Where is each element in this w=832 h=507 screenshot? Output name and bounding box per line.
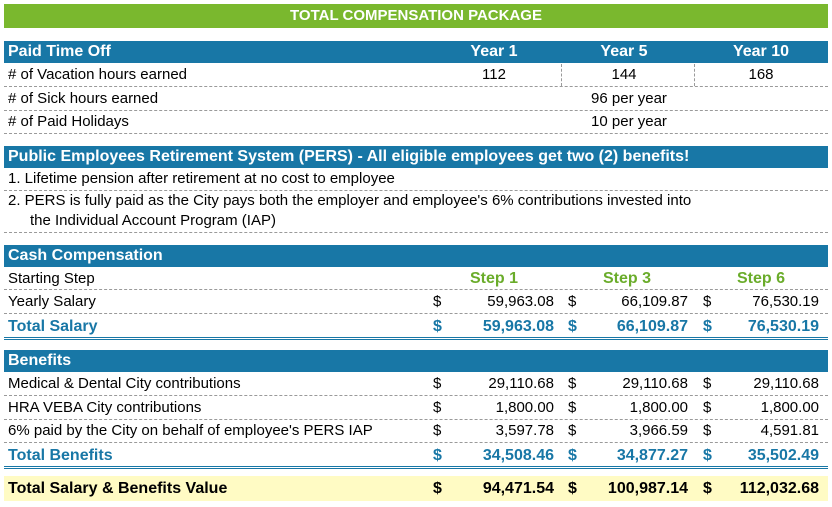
currency-symbol: $ — [568, 399, 577, 416]
benefits-header-row: Benefits — [4, 350, 828, 372]
currency-symbol: $ — [568, 447, 577, 464]
benefit-label: 6% paid by the City on behalf of employe… — [8, 422, 373, 439]
total-salary-row: Total Salary $ 59,963.08 $ 66,109.87 $ 7… — [4, 315, 828, 340]
benefit-value: 29,110.68 — [488, 375, 554, 392]
pto-header-row: Paid Time Off Year 1 Year 5 Year 10 — [4, 41, 828, 63]
pers-header-row: Public Employees Retirement System (PERS… — [4, 146, 828, 168]
holidays-row: # of Paid Holidays 10 per year — [4, 111, 828, 134]
sick-value: 96 per year — [591, 90, 667, 107]
total-salary-label: Total Salary — [8, 318, 98, 335]
benefit-label: HRA VEBA City contributions — [8, 399, 202, 416]
currency-symbol: $ — [433, 447, 442, 464]
benefit-value: 29,110.68 — [622, 375, 688, 392]
benefit-row-medical: Medical & Dental City contributions $ 29… — [4, 373, 828, 396]
currency-symbol: $ — [433, 293, 442, 310]
total-benefits-step-3: 34,877.27 — [616, 447, 688, 464]
benefit-value: 1,800.00 — [629, 399, 688, 416]
step-row: Starting Step Step 1 Step 3 Step 6 — [4, 268, 828, 290]
holidays-value: 10 per year — [591, 113, 667, 130]
currency-symbol: $ — [568, 375, 577, 392]
sick-label: # of Sick hours earned — [8, 90, 159, 107]
total-benefits-label: Total Benefits — [8, 447, 113, 464]
step-3: Step 3 — [602, 270, 651, 287]
vacation-year-10: 168 — [748, 66, 774, 83]
pers-line-2a: 2. PERS is fully paid as the City pays b… — [4, 190, 828, 212]
total-benefits-step-6: 35,502.49 — [747, 447, 819, 464]
currency-symbol: $ — [703, 399, 712, 416]
currency-symbol: $ — [703, 480, 712, 497]
pers-benefit-2-cont: the Individual Account Program (IAP) — [30, 212, 276, 229]
currency-symbol: $ — [703, 318, 712, 335]
currency-symbol: $ — [568, 422, 577, 439]
step-1: Step 1 — [469, 270, 518, 287]
grand-total-step-3: 100,987.14 — [607, 480, 688, 497]
sick-row: # of Sick hours earned 96 per year — [4, 88, 828, 111]
total-salary-step-6: 76,530.19 — [747, 318, 819, 335]
page-title: TOTAL COMPENSATION PACKAGE — [4, 4, 828, 28]
yearly-salary-step-3: 66,109.87 — [621, 293, 688, 310]
currency-symbol: $ — [703, 293, 712, 310]
pers-line-1: 1. Lifetime pension after retirement at … — [4, 168, 828, 191]
currency-symbol: $ — [433, 399, 442, 416]
pers-line-2b: the Individual Account Program (IAP) — [4, 210, 828, 233]
vacation-row: # of Vacation hours earned 112 144 168 — [4, 64, 828, 87]
grand-total-step-1: 94,471.54 — [482, 480, 554, 497]
currency-symbol: $ — [703, 447, 712, 464]
total-benefits-step-1: 34,508.46 — [482, 447, 554, 464]
yearly-salary-row: Yearly Salary $ 59,963.08 $ 66,109.87 $ … — [4, 291, 828, 314]
total-salary-step-3: 66,109.87 — [616, 318, 688, 335]
vacation-year-1: 112 — [482, 66, 506, 83]
yearly-salary-label: Yearly Salary — [8, 293, 96, 310]
yearly-salary-step-1: 59,963.08 — [487, 293, 554, 310]
pto-header: Paid Time Off — [8, 43, 111, 60]
cash-header: Cash Compensation — [8, 247, 163, 264]
benefit-value: 4,591.81 — [760, 422, 819, 439]
benefit-value: 29,110.68 — [753, 375, 819, 392]
currency-symbol: $ — [568, 318, 577, 335]
currency-symbol: $ — [568, 480, 577, 497]
col-year-5: Year 5 — [600, 43, 648, 60]
pers-header: Public Employees Retirement System (PERS… — [8, 148, 690, 165]
total-salary-step-1: 59,963.08 — [482, 318, 554, 335]
yearly-salary-step-6: 76,530.19 — [752, 293, 819, 310]
benefit-row-pers: 6% paid by the City on behalf of employe… — [4, 420, 828, 443]
vacation-label: # of Vacation hours earned — [8, 66, 188, 83]
grand-total-row: Total Salary & Benefits Value $ 94,471.5… — [4, 476, 828, 501]
currency-symbol: $ — [433, 422, 442, 439]
currency-symbol: $ — [433, 480, 442, 497]
currency-symbol: $ — [568, 293, 577, 310]
pers-benefit-1: 1. Lifetime pension after retirement at … — [8, 170, 395, 187]
step-6: Step 6 — [736, 270, 785, 287]
currency-symbol: $ — [433, 318, 442, 335]
benefit-value: 1,800.00 — [495, 399, 554, 416]
col-year-10: Year 10 — [732, 43, 790, 60]
benefit-row-hra: HRA VEBA City contributions $ 1,800.00 $… — [4, 397, 828, 420]
benefit-label: Medical & Dental City contributions — [8, 375, 241, 392]
holidays-label: # of Paid Holidays — [8, 113, 129, 130]
currency-symbol: $ — [703, 375, 712, 392]
cash-header-row: Cash Compensation — [4, 245, 828, 267]
benefit-value: 3,966.59 — [629, 422, 688, 439]
total-benefits-row: Total Benefits $ 34,508.46 $ 34,877.27 $… — [4, 444, 828, 469]
grand-total-label: Total Salary & Benefits Value — [8, 480, 228, 497]
benefit-value: 3,597.78 — [495, 422, 554, 439]
currency-symbol: $ — [433, 375, 442, 392]
step-label: Starting Step — [8, 270, 95, 287]
pers-benefit-2: 2. PERS is fully paid as the City pays b… — [8, 192, 692, 209]
col-year-1: Year 1 — [470, 43, 518, 60]
benefit-value: 1,800.00 — [760, 399, 819, 416]
currency-symbol: $ — [703, 422, 712, 439]
benefits-header: Benefits — [8, 352, 72, 369]
grand-total-step-6: 112,032.68 — [739, 480, 819, 497]
vacation-year-5: 144 — [611, 66, 637, 83]
